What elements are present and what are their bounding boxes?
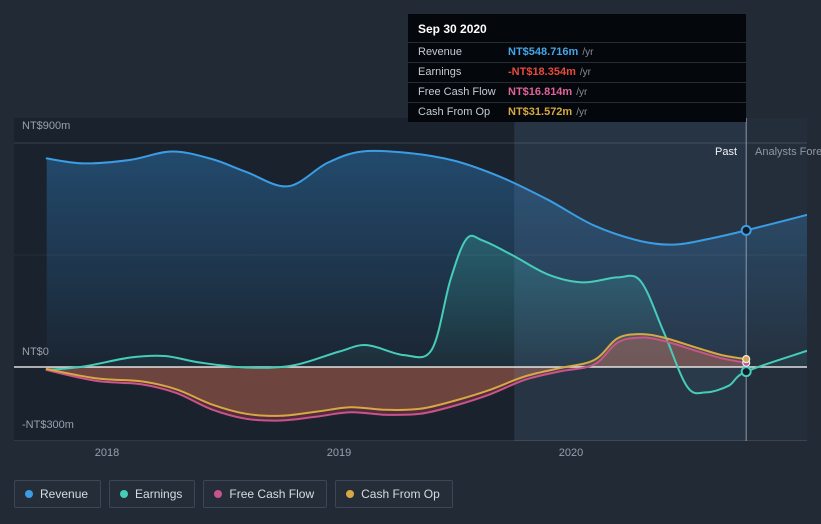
tooltip-date: Sep 30 2020: [418, 22, 487, 36]
tooltip-suffix-cash-from-op: /yr: [576, 107, 588, 118]
y-axis-label-zero: NT$0: [22, 346, 49, 358]
tooltip-label-cash-from-op: Cash From Op: [418, 106, 491, 118]
legend-label-free-cash-flow: Free Cash Flow: [229, 487, 315, 501]
tooltip-label-free-cash-flow: Free Cash Flow: [418, 86, 496, 98]
tooltip-label-revenue: Revenue: [418, 46, 463, 58]
tooltip-row-free-cash-flow: Free Cash Flow NT$16.814m /yr: [408, 82, 746, 102]
past-region-label: Past: [714, 146, 737, 158]
x-axis-label-2020: 2020: [558, 447, 584, 459]
tooltip-value-earnings: -NT$18.354m: [508, 66, 576, 78]
earnings-series-dot-icon: [120, 490, 129, 498]
legend-item-cash-from-op[interactable]: Cash From Op: [335, 480, 453, 508]
revenue-series-dot-icon: [25, 490, 33, 498]
legend-item-earnings[interactable]: Earnings: [109, 480, 196, 508]
chart-tooltip: Sep 30 2020 Revenue NT$548.716m /yr Earn…: [408, 14, 746, 122]
tooltip-suffix-earnings: /yr: [579, 67, 591, 78]
chart-legend: Revenue Earnings Free Cash Flow Cash Fro…: [14, 480, 453, 508]
tooltip-row-earnings: Earnings -NT$18.354m /yr: [408, 62, 746, 82]
tooltip-row-revenue: Revenue NT$548.716m /yr: [408, 42, 746, 62]
cash-from-op-series-dot-icon: [346, 490, 355, 498]
tooltip-suffix-revenue: /yr: [582, 47, 594, 58]
tooltip-value-cash-from-op: NT$31.572m: [508, 106, 573, 118]
x-axis-label-2018: 2018: [94, 447, 120, 459]
tooltip-suffix-free-cash-flow: /yr: [576, 87, 588, 98]
legend-item-free-cash-flow[interactable]: Free Cash Flow: [203, 480, 328, 508]
legend-label-cash-from-op: Cash From Op: [361, 487, 440, 501]
free-cash-flow-series-dot-icon: [214, 490, 223, 498]
tooltip-label-earnings: Earnings: [418, 66, 462, 78]
tooltip-row-cash-from-op: Cash From Op NT$31.572m /yr: [408, 102, 746, 122]
legend-label-revenue: Revenue: [40, 487, 89, 501]
legend-label-earnings: Earnings: [135, 487, 183, 501]
tooltip-value-free-cash-flow: NT$16.814m: [508, 86, 573, 98]
y-axis-label-neg300m: -NT$300m: [22, 419, 74, 431]
legend-item-revenue[interactable]: Revenue: [14, 480, 102, 508]
y-axis-label-900m: NT$900m: [22, 120, 71, 132]
analysts-forecast-region-label: Analysts Forecasts: [755, 146, 821, 158]
x-axis-label-2019: 2019: [326, 447, 352, 459]
tooltip-value-revenue: NT$548.716m: [508, 46, 579, 58]
